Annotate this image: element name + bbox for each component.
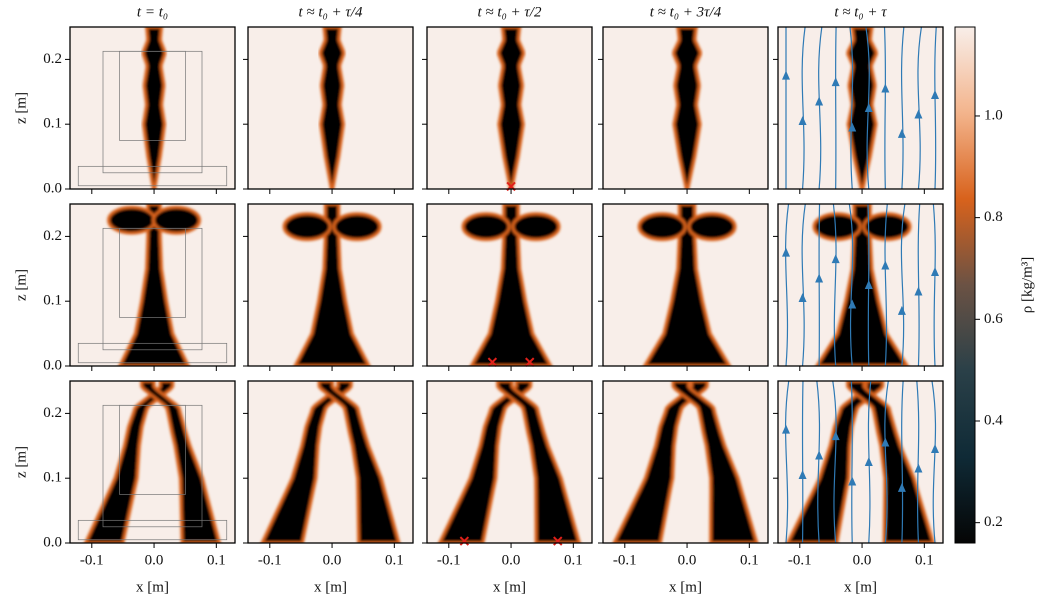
panel: t ≈ t₀ + 3τ/4 [598, 4, 768, 194]
plume-cap [284, 214, 330, 240]
panel [422, 204, 592, 371]
x-tick-label: -0.1 [258, 552, 282, 568]
panel: t ≈ t₀ + τ [773, 4, 943, 194]
x-tick-label: 0.0 [678, 552, 697, 568]
x-tick-label: 0.0 [145, 552, 164, 568]
panel: -0.1 0.0 0.1 0.0 0.1 0.2 x [m] z [m] [13, 381, 235, 595]
panel: -0.1 0.0 0.1 x [m] [243, 381, 413, 595]
panel: 0.0 0.1 0.2 z [m] [13, 204, 235, 373]
plume-cap [814, 214, 860, 240]
y-tick-label: 0.0 [43, 534, 62, 550]
y-tick-label: 0.0 [43, 180, 62, 196]
colorbar-tick-label: 0.4 [984, 412, 1003, 428]
column-title: t ≈ t₀ + τ/4 [299, 4, 363, 20]
streamline [884, 27, 885, 189]
panel [598, 204, 768, 371]
colorbar-tick-label: 0.6 [984, 311, 1003, 327]
colorbar-tick-label: 0.8 [984, 209, 1003, 225]
panel: -0.1 0.0 0.1 x [m] [598, 381, 768, 595]
x-axis-label: x [m] [136, 579, 169, 595]
plume-cap [463, 214, 509, 240]
panel: 0.0 0.1 0.2 t = t₀ z [m] [13, 4, 235, 196]
column-title: t ≈ t₀ + τ [834, 4, 887, 20]
x-tick-label: 0.1 [740, 552, 759, 568]
panel: t ≈ t₀ + τ/4 [243, 4, 413, 194]
x-tick-label: 0.0 [323, 552, 342, 568]
y-tick-label: 0.1 [43, 470, 62, 486]
x-tick-label: 0.1 [207, 552, 226, 568]
plume-cap [513, 214, 559, 240]
x-tick-label: 0.0 [502, 552, 521, 568]
x-axis-label: x [m] [314, 579, 347, 595]
panel: -0.1 0.0 0.1 x [m] [422, 381, 592, 595]
x-tick-label: -0.1 [437, 552, 461, 568]
x-axis-label: x [m] [844, 579, 877, 595]
streamline [851, 381, 852, 543]
x-tick-label: 0.1 [564, 552, 583, 568]
y-axis-label: z [m] [13, 269, 29, 301]
x-axis-label: x [m] [493, 579, 526, 595]
y-tick-label: 0.0 [43, 357, 62, 373]
panel: t ≈ t₀ + τ/2 [422, 4, 592, 194]
plume-cap [639, 214, 685, 240]
y-tick-label: 0.1 [43, 116, 62, 132]
colorbar [955, 27, 975, 543]
x-tick-label: -0.1 [80, 552, 104, 568]
colorbar-tick-label: 0.2 [984, 514, 1003, 530]
colorbar-label: ρ [kg/m³] [1019, 257, 1035, 314]
y-tick-label: 0.1 [43, 293, 62, 309]
column-title: t ≈ t₀ + 3τ/4 [650, 4, 722, 20]
y-axis-label: z [m] [13, 446, 29, 478]
y-axis-label: z [m] [13, 92, 29, 124]
panel: -0.1 0.0 0.1 x [m] [773, 381, 943, 595]
x-tick-label: 0.1 [385, 552, 404, 568]
plume-cap [689, 214, 735, 240]
colorbar-tick-label: 1.0 [984, 107, 1003, 123]
x-tick-label: 0.1 [915, 552, 934, 568]
plume-cap [153, 207, 199, 233]
column-title: t = t₀ [137, 4, 168, 20]
x-tick-label: -0.1 [788, 552, 812, 568]
x-axis-label: x [m] [669, 579, 702, 595]
y-tick-label: 0.2 [43, 405, 62, 421]
y-tick-label: 0.2 [43, 51, 62, 67]
x-tick-label: 0.0 [853, 552, 872, 568]
plume-cap [109, 207, 155, 233]
column-title: t ≈ t₀ + τ/2 [478, 4, 542, 20]
panel [243, 204, 413, 371]
plume-cap [334, 214, 380, 240]
x-tick-label: -0.1 [613, 552, 637, 568]
panel [773, 204, 943, 371]
y-tick-label: 0.2 [43, 228, 62, 244]
